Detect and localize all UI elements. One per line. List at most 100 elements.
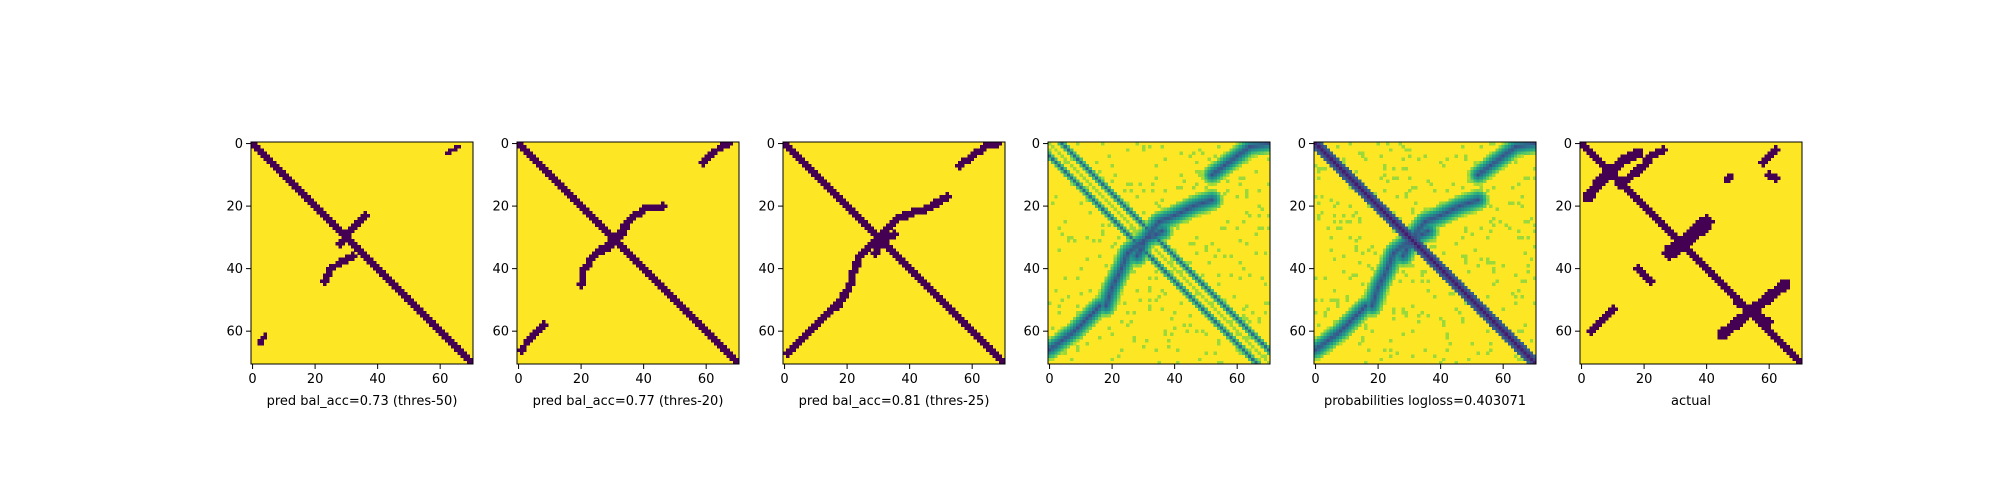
heatmap-cell — [1698, 217, 1703, 221]
heatmap-cell — [1226, 307, 1230, 312]
heatmap-cell — [554, 179, 558, 183]
heatmap-cell — [1107, 288, 1111, 293]
heatmap-cell — [1204, 170, 1208, 174]
heatmap-cell — [401, 288, 405, 293]
heatmap-cell — [1235, 348, 1240, 352]
heatmap-cell — [1664, 251, 1668, 255]
heatmap-cell — [1248, 357, 1252, 362]
heatmap-cell — [548, 176, 552, 180]
heatmap-cell — [1216, 173, 1221, 177]
heatmap-cell — [1489, 157, 1493, 162]
heatmap-cell — [1223, 173, 1227, 177]
heatmap-cell — [1583, 148, 1587, 152]
heatmap-cell — [567, 192, 571, 196]
heatmap-cell — [1320, 354, 1324, 359]
heatmap-cell — [1101, 229, 1105, 234]
heatmap-cell — [613, 242, 618, 246]
heatmap-cell — [341, 235, 346, 240]
heatmap-cell — [1069, 148, 1074, 152]
heatmap-cell — [858, 257, 862, 262]
heatmap-cell — [1630, 188, 1634, 193]
heatmap-cell — [1354, 238, 1359, 243]
heatmap-cell — [1514, 142, 1518, 146]
heatmap-cell — [979, 338, 984, 343]
heatmap-cell — [1238, 154, 1243, 158]
heatmap-cell — [266, 157, 271, 162]
heatmap-cell — [1057, 226, 1061, 230]
heatmap-cell — [979, 151, 984, 155]
heatmap-cell — [1417, 220, 1421, 224]
heatmap-cell — [285, 173, 289, 177]
heatmap-cell — [864, 223, 868, 227]
heatmap-cell — [1116, 251, 1121, 255]
heatmap-cell — [1123, 232, 1127, 237]
heatmap-cell — [1314, 335, 1318, 340]
heatmap-cell — [1223, 307, 1227, 312]
heatmap-cell — [1614, 176, 1618, 180]
heatmap-cell — [1501, 157, 1506, 162]
heatmap-cell — [1385, 220, 1390, 224]
heatmap-cell — [388, 279, 393, 284]
heatmap-cell — [1107, 210, 1111, 215]
heatmap-cell — [620, 223, 624, 227]
heatmap-cell — [1226, 167, 1230, 171]
heatmap-cell — [1235, 154, 1240, 158]
heatmap-cell — [1373, 288, 1377, 293]
heatmap-cell — [1733, 298, 1737, 302]
heatmap-cell — [1351, 323, 1355, 327]
heatmap-cell — [926, 204, 931, 209]
heatmap-cell — [1166, 251, 1171, 255]
x-tick-label: 40 — [1166, 372, 1183, 387]
heatmap-cell — [629, 220, 634, 224]
heatmap-cell — [626, 226, 630, 230]
heatmap-cell — [1648, 210, 1653, 215]
heatmap-cell — [1401, 270, 1406, 274]
heatmap-cell — [1254, 348, 1258, 352]
heatmap-cell — [1626, 154, 1631, 158]
heatmap-cell — [901, 263, 906, 268]
heatmap-cell — [1110, 310, 1115, 315]
heatmap-cell — [607, 245, 612, 249]
heatmap-cell — [1714, 276, 1718, 280]
heatmap-cell — [1420, 238, 1424, 243]
heatmap-cell — [870, 238, 875, 243]
heatmap-cell — [1510, 345, 1515, 349]
heatmap-cell — [1470, 188, 1474, 193]
heatmap-cell — [1091, 195, 1096, 199]
heatmap-cell — [1620, 179, 1625, 183]
heatmap-cell — [1317, 323, 1321, 327]
heatmap-cell — [1439, 360, 1443, 365]
heatmap-cell — [1642, 157, 1647, 162]
heatmap-cell — [260, 154, 264, 158]
heatmap-cell — [851, 279, 856, 284]
heatmap-cell — [1730, 176, 1734, 180]
heatmap-cell — [1720, 326, 1725, 330]
heatmap-cell — [898, 260, 903, 265]
heatmap-cell — [876, 242, 881, 246]
heatmap-cell — [1514, 342, 1518, 346]
heatmap-cell — [1773, 179, 1778, 183]
heatmap-cell — [1379, 279, 1384, 284]
heatmap-cell — [1244, 323, 1249, 327]
heatmap-cell — [1454, 360, 1459, 365]
heatmap-cell — [1680, 242, 1684, 246]
heatmap-cell — [579, 282, 584, 287]
heatmap-cell — [879, 229, 884, 234]
heatmap-cell — [1163, 329, 1168, 334]
heatmap-cell — [1104, 188, 1108, 193]
heatmap-cell — [1266, 345, 1271, 349]
heatmap-cell — [1467, 207, 1471, 212]
heatmap-cell — [704, 154, 709, 158]
heatmap-cell — [1238, 323, 1243, 327]
heatmap-cell — [1244, 354, 1249, 359]
heatmap-cell — [1232, 295, 1236, 299]
heatmap-cell — [1770, 148, 1775, 152]
heatmap-cell — [347, 232, 352, 237]
heatmap-cell — [585, 207, 590, 212]
heatmap-cell — [1479, 307, 1484, 312]
heatmap-cell — [535, 157, 540, 162]
heatmap-cell — [673, 298, 677, 302]
heatmap-cell — [811, 170, 815, 174]
heatmap-cell — [1354, 326, 1359, 330]
heatmap-cell — [1194, 160, 1199, 165]
